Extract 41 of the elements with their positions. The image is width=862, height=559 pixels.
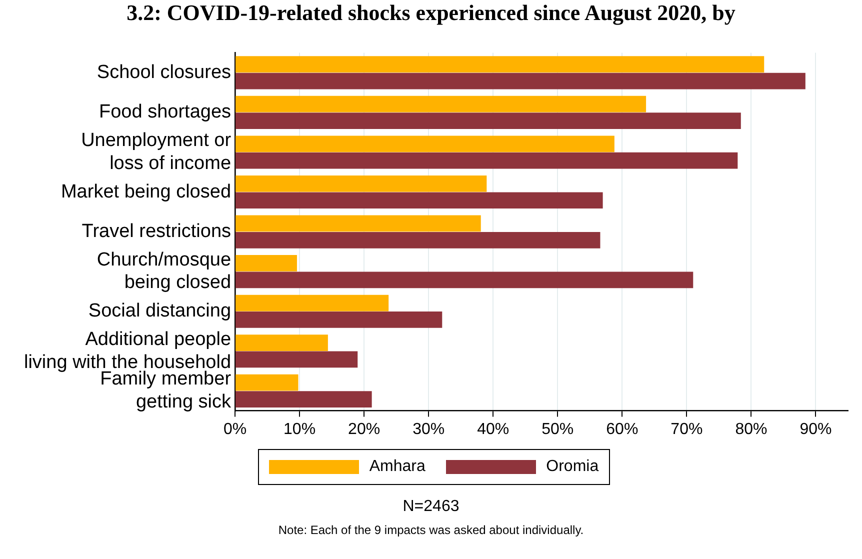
- y-tick-label: Family member getting sick: [100, 368, 232, 413]
- x-tick-label: 20%: [348, 420, 380, 438]
- text: Note: Each of the 9 impacts was asked about individually.: [277, 523, 585, 537]
- x-tick-label: 60%: [606, 420, 638, 438]
- x-tick-label: 90%: [800, 420, 832, 438]
- y-tick-label: Food shortages: [98, 102, 232, 123]
- text: N=2463: [402, 498, 460, 516]
- x-tick-label: 70%: [670, 420, 703, 438]
- chart-title: 3.2: COVID-19-related shocks experienced since August 2020, by: [126, 0, 736, 26]
- bar: [236, 272, 694, 288]
- text: Oromia: [546, 458, 599, 476]
- x-tick-label: 10%: [284, 420, 316, 438]
- y-tick-label: Church/mosque being closed: [96, 249, 232, 294]
- bar: [236, 391, 372, 408]
- bar: [236, 175, 487, 192]
- x-tick-label: 40%: [477, 420, 510, 438]
- x-tick-label: 30%: [412, 420, 445, 438]
- bar: [236, 112, 741, 130]
- bar: [236, 232, 600, 248]
- x-tick-label: 80%: [735, 420, 768, 438]
- y-tick-label: Travel restrictions: [82, 221, 232, 242]
- bar: [236, 192, 603, 209]
- x-tick-label: 0%: [223, 420, 247, 438]
- y-tick-label: School closures: [96, 62, 232, 83]
- bar: [236, 96, 646, 112]
- bar: [236, 312, 442, 328]
- bar: [236, 351, 358, 368]
- text: Amhara: [369, 458, 426, 476]
- bar: [236, 374, 298, 391]
- bar: [236, 72, 806, 90]
- y-tick-label: Unemployment or loss of income: [81, 130, 232, 174]
- y-tick-label: Market being closed: [60, 181, 232, 202]
- bar: [236, 294, 389, 312]
- bar: [236, 152, 738, 169]
- x-tick-label: 50%: [542, 420, 574, 438]
- bar: [236, 56, 764, 73]
- bar: [236, 136, 614, 152]
- bar: [236, 255, 297, 272]
- bar: [236, 215, 481, 232]
- y-tick-label: Social distancing: [88, 300, 232, 322]
- bar: [236, 334, 328, 351]
